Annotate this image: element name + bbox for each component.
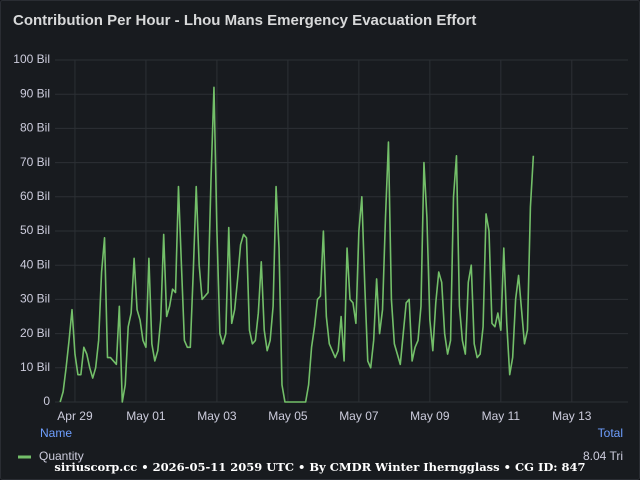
legend-label[interactable]: Quantity (39, 449, 84, 463)
y-tick-label: 0 (43, 394, 50, 408)
x-tick-label: Apr 29 (57, 409, 93, 423)
y-tick-label: 70 Bil (20, 155, 50, 169)
x-tick-label: May 13 (552, 409, 592, 423)
y-tick-label: 30 Bil (20, 292, 50, 306)
legend-header-total[interactable]: Total (598, 426, 623, 440)
series-line (59, 86, 535, 403)
x-tick-label: May 09 (410, 409, 450, 423)
x-tick-label: May 05 (268, 409, 308, 423)
chart-title: Contribution Per Hour - Lhou Mans Emerge… (13, 12, 476, 29)
y-tick-label: 100 Bil (13, 52, 50, 66)
x-tick-label: May 03 (197, 409, 237, 423)
y-tick-label: 60 Bil (20, 189, 50, 203)
legend-total: 8.04 Tri (583, 449, 623, 463)
y-tick-label: 10 Bil (20, 360, 50, 374)
y-tick-label: 80 Bil (20, 121, 50, 135)
y-tick-label: 40 Bil (20, 257, 50, 271)
legend-header-name[interactable]: Name (40, 426, 72, 440)
y-tick-label: 20 Bil (20, 326, 50, 340)
x-tick-label: May 01 (126, 409, 166, 423)
y-tick-label: 50 Bil (20, 223, 50, 237)
x-tick-label: May 07 (339, 409, 379, 423)
footer: siriuscorp.cc • 2026-05-11 2059 UTC • By… (54, 460, 585, 474)
x-tick-label: May 11 (482, 409, 521, 423)
y-tick-label: 90 Bil (20, 86, 50, 100)
